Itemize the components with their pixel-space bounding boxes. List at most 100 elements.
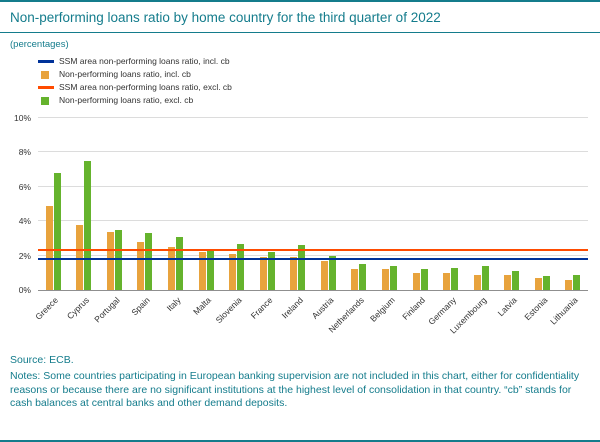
bar xyxy=(53,173,61,290)
bar xyxy=(412,272,420,290)
bar xyxy=(259,257,267,290)
x-axis: Greece Cyprus Portugal Spain Italy Malta Slove… xyxy=(33,292,588,348)
bar xyxy=(320,260,328,290)
reference-line xyxy=(38,258,588,261)
bar xyxy=(473,274,481,290)
bar xyxy=(137,241,145,290)
source-text: Source: ECB. xyxy=(10,354,74,366)
legend-label: Non-performing loans ratio, excl. cb xyxy=(59,95,194,105)
bar-group xyxy=(99,118,130,290)
bar-group xyxy=(558,118,589,290)
bar xyxy=(106,231,114,290)
x-tick-label: Lithuania xyxy=(548,295,580,327)
bar-group xyxy=(191,118,222,290)
bar-group xyxy=(252,118,283,290)
legend-bar-swatch xyxy=(38,70,54,79)
bar xyxy=(168,247,176,290)
bar xyxy=(420,269,428,290)
plot-area xyxy=(38,117,588,291)
x-tick-label: Ireland xyxy=(279,295,305,321)
legend-item: SSM area non-performing loans ratio, inc… xyxy=(38,56,600,67)
bar-group xyxy=(160,118,191,290)
bar xyxy=(359,264,367,290)
x-tick-label: Portugal xyxy=(92,295,122,325)
line-swatch-shape xyxy=(38,86,54,89)
bar-group xyxy=(344,118,375,290)
bar xyxy=(389,265,397,290)
gridline xyxy=(38,117,588,118)
x-tick-label: Spain xyxy=(129,295,153,318)
bar-group xyxy=(527,118,558,290)
gridline xyxy=(38,220,588,222)
bar-swatch-shape xyxy=(41,96,49,105)
x-tick-label: Netherlands xyxy=(326,295,366,335)
bar xyxy=(145,233,153,290)
page-title: Non-performing loans ratio by home count… xyxy=(10,10,441,25)
legend-bar-swatch xyxy=(38,96,54,105)
gridline xyxy=(38,185,588,187)
legend-item: Non-performing loans ratio, incl. cb xyxy=(38,69,600,80)
bar-groups xyxy=(38,118,588,290)
x-tick-label: Belgium xyxy=(367,295,397,324)
legend-item: Non-performing loans ratio, excl. cb xyxy=(38,95,600,106)
legend-label: SSM area non-performing loans ratio, inc… xyxy=(59,56,230,66)
x-tick-label: Greece xyxy=(33,295,61,322)
chart: 0% 2% 4% 6% 8% 10% Greece Cyprus Portugal Spain I… xyxy=(8,113,592,348)
y-tick-label: 10% xyxy=(13,113,31,123)
gridline xyxy=(38,151,588,153)
bar-group xyxy=(69,118,100,290)
y-tick-label: 4% xyxy=(18,216,31,227)
bar-group xyxy=(38,118,69,290)
bar xyxy=(198,252,206,290)
top-divider xyxy=(0,0,600,2)
bar xyxy=(84,161,92,290)
bar-group xyxy=(130,118,161,290)
x-tick-label: Luxembourg xyxy=(447,295,489,336)
bar xyxy=(565,279,573,290)
bar xyxy=(237,243,245,290)
bar-group xyxy=(221,118,252,290)
bar xyxy=(229,253,237,290)
x-tick-label: Slovenia xyxy=(213,295,244,326)
x-tick-label: Italy xyxy=(164,295,183,314)
y-tick-label: 6% xyxy=(18,181,31,192)
bar xyxy=(542,276,550,290)
bar-group xyxy=(313,118,344,290)
bar-group xyxy=(283,118,314,290)
line-swatch-shape xyxy=(38,60,54,63)
y-tick-label: 0% xyxy=(18,285,31,295)
bar xyxy=(481,265,489,290)
bar xyxy=(206,250,214,290)
bar-group xyxy=(374,118,405,290)
bar xyxy=(443,272,451,290)
notes-text: Notes: Some countries participating in E… xyxy=(10,370,580,409)
y-tick-label: 8% xyxy=(18,147,31,158)
bar xyxy=(504,274,512,290)
bar xyxy=(290,257,298,290)
title-divider xyxy=(0,32,600,33)
legend-line-swatch xyxy=(38,86,54,89)
bar-group xyxy=(405,118,436,290)
x-tick-label: Latvia xyxy=(495,295,519,319)
legend-label: SSM area non-performing loans ratio, exc… xyxy=(59,82,232,92)
bar xyxy=(451,267,459,290)
bar-group xyxy=(496,118,527,290)
bar xyxy=(76,224,84,290)
bar xyxy=(328,255,336,290)
bar xyxy=(267,252,275,290)
bottom-divider xyxy=(0,440,600,442)
y-tick-label: 2% xyxy=(18,250,31,261)
y-axis: 0% 2% 4% 6% 8% 10% xyxy=(8,113,34,295)
bar xyxy=(381,269,389,290)
chart-subtitle: (percentages) xyxy=(10,39,69,50)
bar xyxy=(298,245,306,290)
legend: SSM area non-performing loans ratio, inc… xyxy=(38,56,600,106)
bar xyxy=(351,269,359,290)
reference-line xyxy=(38,249,588,252)
bar xyxy=(573,274,581,290)
footer: Source: ECB. Notes: Some countries parti… xyxy=(10,354,590,411)
bar-swatch-shape xyxy=(41,70,49,79)
bar xyxy=(512,271,520,290)
bar xyxy=(176,236,184,290)
legend-label: Non-performing loans ratio, incl. cb xyxy=(59,69,191,79)
